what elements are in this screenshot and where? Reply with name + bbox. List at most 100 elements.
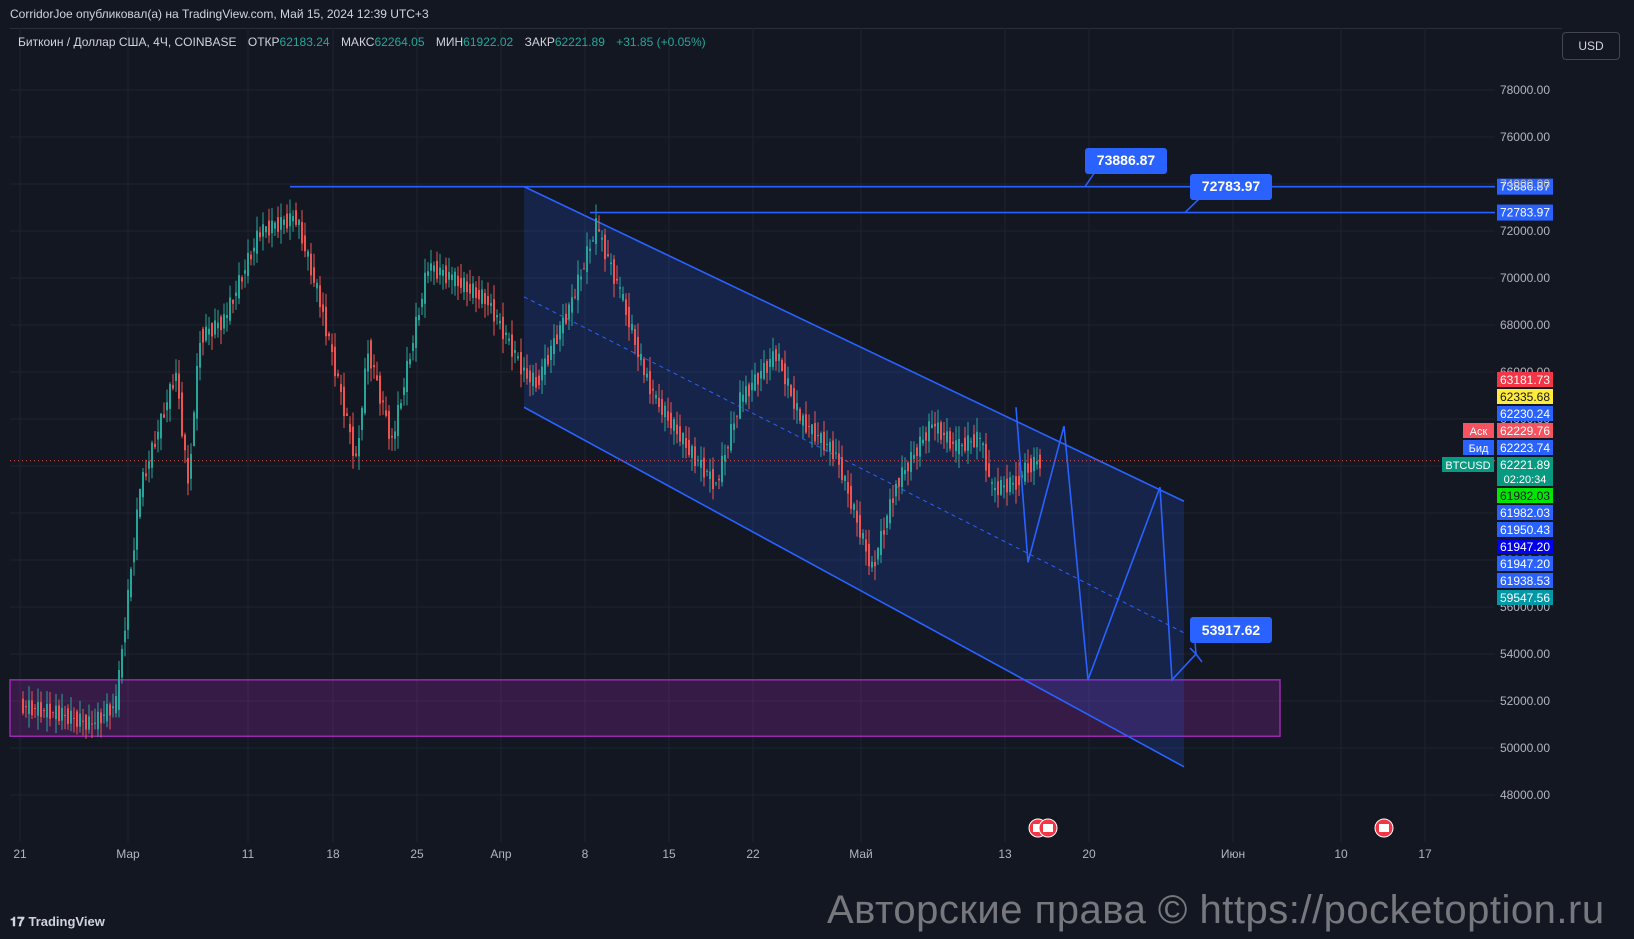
x-tick-label: 22 <box>746 847 760 861</box>
price-tag-value: 61982.03 <box>1500 489 1550 503</box>
candle-body <box>874 561 876 567</box>
copyright-watermark: Авторские права © https://pocketoption.r… <box>827 888 1605 932</box>
callout-box[interactable] <box>1085 148 1167 174</box>
candle-body <box>625 299 627 315</box>
candle-body <box>316 282 318 289</box>
top-bar: CorridorJoe опубликовал(а) на TradingVie… <box>0 0 1634 28</box>
channel-mid-line[interactable] <box>523 296 1185 634</box>
candle-body <box>910 451 912 472</box>
candle-body <box>541 366 543 381</box>
candle-body <box>364 368 366 414</box>
candle-body <box>979 437 981 439</box>
projection-path[interactable] <box>1015 407 1197 682</box>
callout-pointer <box>1084 171 1096 188</box>
candle-body <box>652 388 654 391</box>
candle-body <box>970 441 972 443</box>
candle-body <box>271 220 273 234</box>
channel-upper-line[interactable] <box>523 185 1185 502</box>
currency-button[interactable]: USD <box>1562 32 1620 60</box>
candle-body <box>343 386 345 417</box>
candle-body <box>673 419 675 431</box>
candle-body <box>766 360 768 373</box>
candle-body <box>319 285 321 308</box>
candle-body <box>373 365 375 368</box>
channel-lower-line[interactable] <box>523 406 1185 768</box>
candle-body <box>448 271 450 280</box>
candle-body <box>133 550 135 563</box>
candle-body <box>928 421 930 442</box>
close-value: 62221.89 <box>554 35 605 49</box>
tradingview-label: TradingView <box>28 914 105 929</box>
candle-body <box>277 217 279 232</box>
candle-body <box>997 481 999 496</box>
candle-body <box>187 457 189 484</box>
candle-body <box>1006 478 1008 493</box>
candle-body <box>724 455 726 462</box>
candle-body <box>598 229 600 232</box>
callout-box[interactable] <box>1190 174 1272 200</box>
candle-body <box>250 254 252 260</box>
candle-body <box>823 431 825 451</box>
candle-body <box>499 320 501 324</box>
candle-body <box>943 432 945 436</box>
price-tag <box>1497 488 1553 503</box>
candle-body <box>949 431 951 449</box>
y-tick-label: 74000.00 <box>1500 177 1550 191</box>
candle-body <box>304 235 306 252</box>
candle-body <box>853 504 855 510</box>
tradingview-logo[interactable]: 𝟏𝟕 TradingView <box>10 914 105 930</box>
candle-body <box>745 386 747 403</box>
price-tag <box>1497 406 1553 421</box>
candle-body <box>1015 476 1017 490</box>
candle-body <box>571 297 573 313</box>
candle-body <box>904 469 906 475</box>
candle-body <box>424 272 426 304</box>
candle-body <box>688 439 690 456</box>
candle-body <box>232 299 234 304</box>
candle-body <box>772 351 774 367</box>
x-tick-label: Май <box>849 847 873 861</box>
candle-body <box>403 387 405 395</box>
candle-body <box>1018 475 1020 485</box>
x-tick-label: 18 <box>326 847 340 861</box>
candle-body <box>397 404 399 437</box>
channel-fill <box>524 186 1184 767</box>
candle-body <box>919 436 921 457</box>
price-tag-value: 61950.43 <box>1500 523 1550 537</box>
candle-body <box>325 306 327 337</box>
candle-body <box>493 299 495 322</box>
candle-body <box>955 440 957 452</box>
candle-body <box>523 367 525 371</box>
price-tag-value: 62223.74 <box>1500 441 1550 455</box>
y-tick-label: 78000.00 <box>1500 83 1550 97</box>
candle-body <box>433 265 435 272</box>
candle-body <box>28 700 30 715</box>
price-tag <box>1497 457 1553 486</box>
candle-body <box>220 316 222 331</box>
candle-body <box>421 298 423 308</box>
candle-body <box>787 378 789 386</box>
axis-level-tag <box>1497 178 1553 195</box>
candle-body <box>547 354 549 365</box>
support-zone[interactable] <box>9 679 1281 737</box>
candle-body <box>529 370 531 383</box>
candle-body <box>778 353 780 361</box>
candle-body <box>706 471 708 473</box>
candle-body <box>223 314 225 329</box>
candle-body <box>58 705 60 722</box>
candle-body <box>301 222 303 244</box>
target-callout-label: 53917.62 <box>1202 622 1261 638</box>
candle-body <box>334 346 336 377</box>
candle-body <box>118 670 120 710</box>
candle-body <box>295 210 297 225</box>
target-callout-box[interactable] <box>1190 617 1272 643</box>
price-tag <box>1497 505 1553 520</box>
candle-body <box>124 630 126 643</box>
us-flag-event-icon-stripe <box>1379 824 1389 832</box>
price-tag <box>1497 389 1553 404</box>
candle-body <box>181 392 183 437</box>
candle-body <box>94 722 96 724</box>
open-label: ОТКР <box>247 35 280 49</box>
candle-body <box>472 283 474 298</box>
